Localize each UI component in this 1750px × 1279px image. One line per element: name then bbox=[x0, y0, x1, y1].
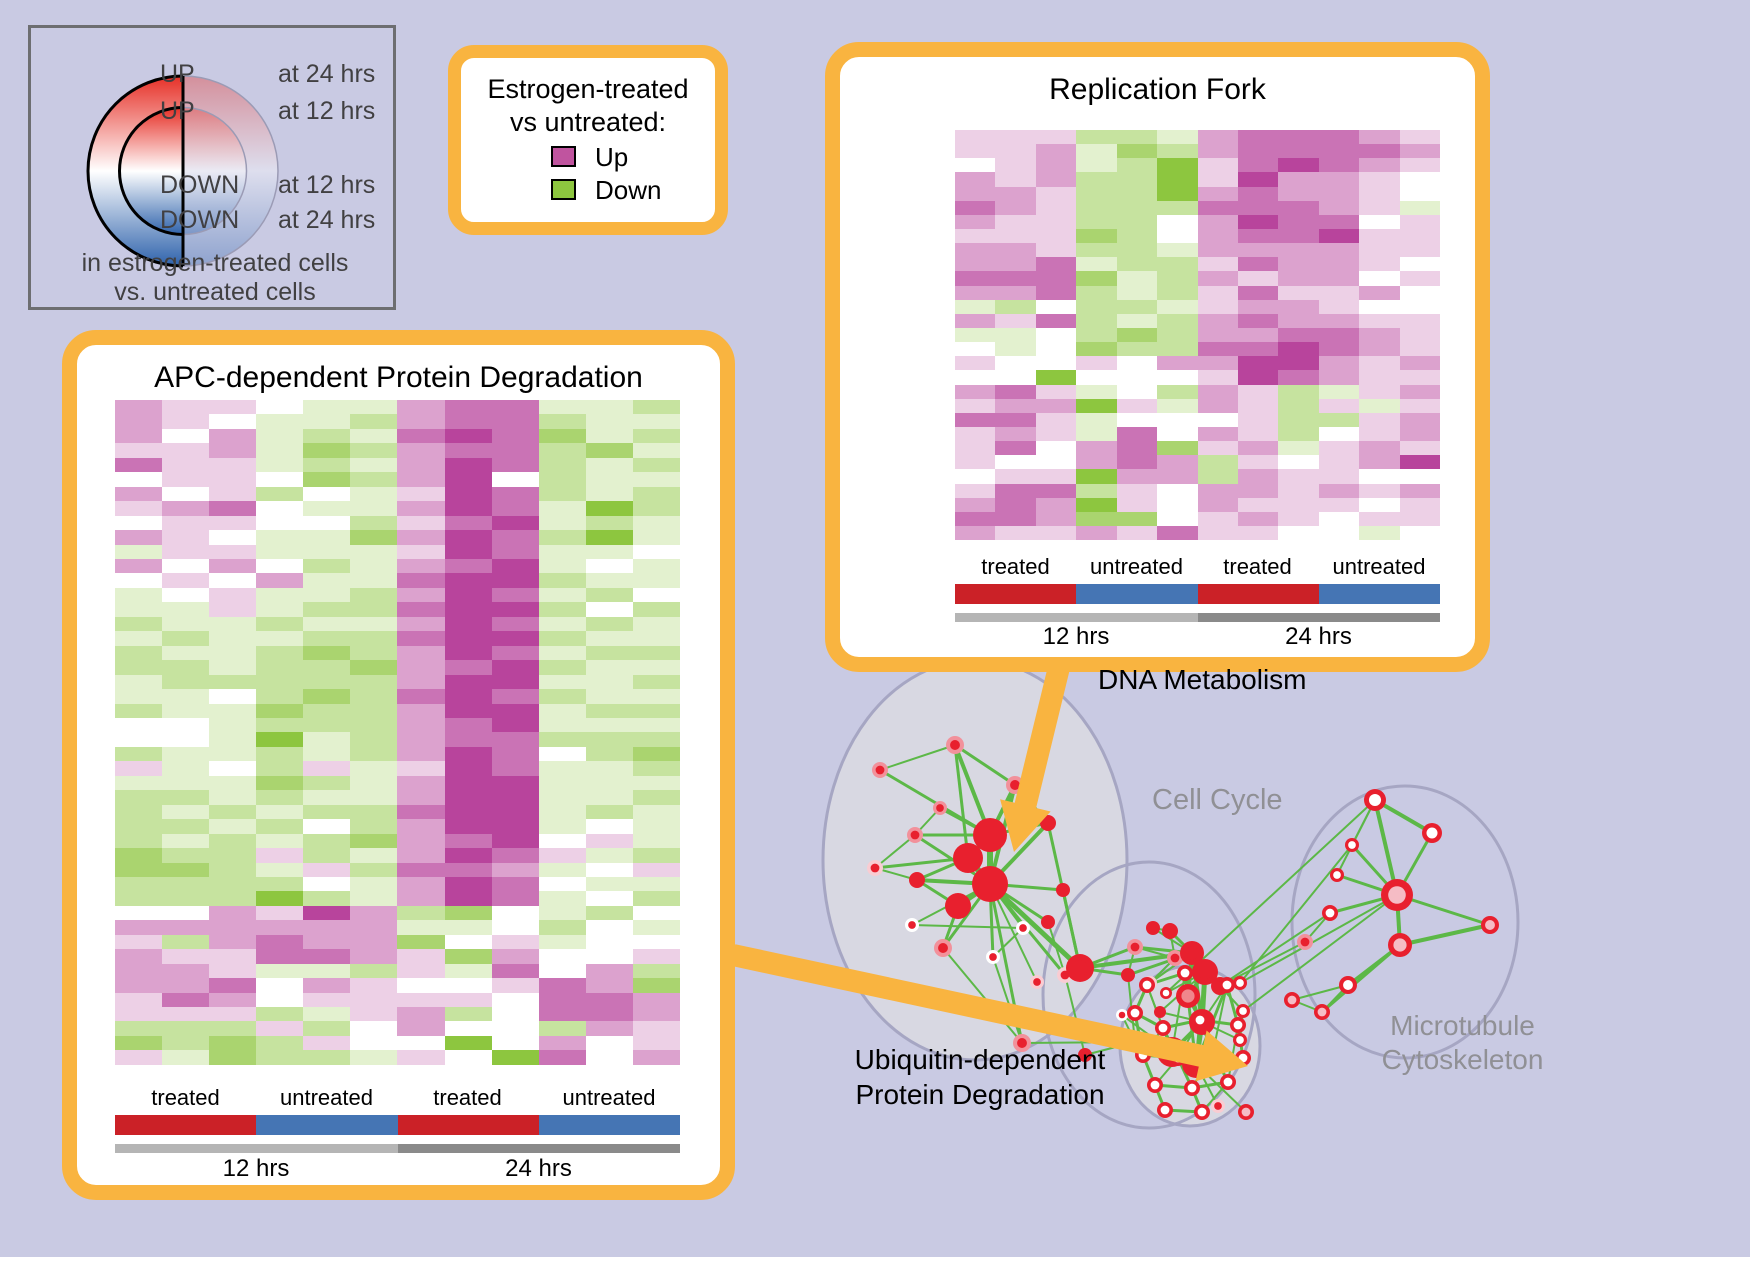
apc-heatmap bbox=[115, 400, 680, 1065]
rf-panel-title: Replication Fork bbox=[1049, 73, 1266, 106]
down-label: Down bbox=[595, 175, 662, 205]
dna-metabolism-label: DNA Metabolism bbox=[1098, 664, 1307, 695]
updown-gradient-rings-icon bbox=[86, 74, 279, 268]
legend-up-24-time: at 24 hrs bbox=[278, 60, 376, 88]
apc-panel-title: APC-dependent Protein Degradation bbox=[154, 361, 643, 394]
bottom-margin bbox=[0, 1257, 1750, 1279]
apc-bar-12hrs bbox=[115, 1144, 398, 1153]
color-scale-legend: UP at 24 hrs UP at 12 hrs DOWN at 12 hrs… bbox=[28, 25, 396, 310]
legend-down-24-time: at 24 hrs bbox=[278, 206, 376, 234]
legend-down-12-time: at 12 hrs bbox=[278, 171, 376, 199]
microtubule-label-line1: Microtubule bbox=[1390, 1010, 1535, 1041]
updown-color-legend: Estrogen-treated vs untreated: Up Down bbox=[448, 45, 728, 235]
apc-bar-treated-12 bbox=[115, 1115, 257, 1135]
apc-bar-untreated-12 bbox=[256, 1115, 398, 1135]
apc-group-label-4: untreated bbox=[562, 1085, 656, 1110]
apc-group-label-2: untreated bbox=[280, 1085, 373, 1110]
rf-heatmap bbox=[955, 130, 1441, 541]
rf-bar-untreated-24 bbox=[1318, 584, 1440, 604]
apc-group-label-1: treated bbox=[151, 1085, 220, 1110]
rf-group-label-4: untreated bbox=[1332, 554, 1426, 579]
legend-footer-line1: in estrogen-treated cells bbox=[81, 249, 349, 277]
rf-group-label-2: untreated bbox=[1090, 554, 1183, 579]
apc-group-label-3: treated bbox=[433, 1085, 502, 1110]
rf-time-bars bbox=[955, 613, 1440, 622]
rf-condition-bars bbox=[955, 584, 1440, 604]
up-label: Up bbox=[595, 142, 629, 172]
legend-down-24-dir: DOWN bbox=[160, 206, 240, 234]
apc-bar-24hrs bbox=[397, 1144, 680, 1153]
rf-12hrs-label: 12 hrs bbox=[1042, 623, 1110, 650]
down-swatch-icon bbox=[551, 179, 576, 200]
rf-bar-12hrs bbox=[955, 613, 1198, 622]
legend-up-12-time: at 12 hrs bbox=[278, 97, 376, 125]
legend-footer-line2: vs. untreated cells bbox=[114, 278, 316, 306]
updown-legend-title-line1: Estrogen-treated bbox=[487, 74, 689, 104]
microtubule-label-line2: Cytoskeleton bbox=[1381, 1044, 1544, 1075]
legend-down-12-dir: DOWN bbox=[160, 171, 240, 199]
apc-bar-untreated-24 bbox=[538, 1115, 680, 1135]
cell-cycle-label: Cell Cycle bbox=[1152, 784, 1283, 816]
apc-heatmap-panel: APC-dependent Protein Degradation treate… bbox=[62, 330, 735, 1200]
up-swatch-icon bbox=[551, 146, 576, 167]
apc-12hrs-label: 12 hrs bbox=[222, 1155, 290, 1182]
rf-bar-treated-12 bbox=[955, 584, 1077, 604]
replication-fork-panel: Replication Fork treated untreated treat… bbox=[825, 42, 1490, 672]
legend-up-24-dir: UP bbox=[160, 60, 195, 88]
apc-time-bars bbox=[115, 1144, 680, 1153]
rf-bar-untreated-12 bbox=[1076, 584, 1198, 604]
legend-up-12-dir: UP bbox=[160, 97, 195, 125]
ubiquitin-label-line2: Protein Degradation bbox=[855, 1079, 1105, 1110]
rf-24hrs-label: 24 hrs bbox=[1285, 623, 1352, 650]
ubiquitin-label-line1: Ubiquitin-dependent bbox=[854, 1044, 1106, 1075]
rf-bar-treated-24 bbox=[1197, 584, 1319, 604]
rf-bar-24hrs bbox=[1197, 613, 1440, 622]
apc-condition-bars bbox=[115, 1115, 680, 1135]
apc-bar-treated-24 bbox=[397, 1115, 539, 1135]
apc-24hrs-label: 24 hrs bbox=[505, 1155, 572, 1182]
rf-group-label-1: treated bbox=[981, 554, 1050, 579]
updown-legend-title-line2: vs untreated: bbox=[509, 107, 667, 137]
rf-group-label-3: treated bbox=[1223, 554, 1292, 579]
